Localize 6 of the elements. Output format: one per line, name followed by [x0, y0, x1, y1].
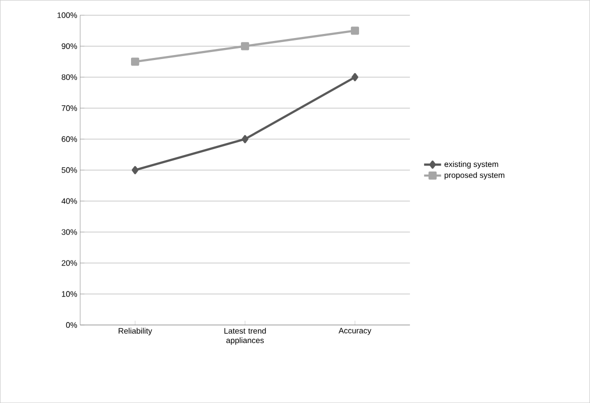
point — [132, 166, 138, 174]
point — [131, 58, 140, 66]
point — [350, 26, 360, 35]
point — [240, 42, 250, 50]
point — [242, 134, 248, 144]
point — [352, 73, 358, 82]
